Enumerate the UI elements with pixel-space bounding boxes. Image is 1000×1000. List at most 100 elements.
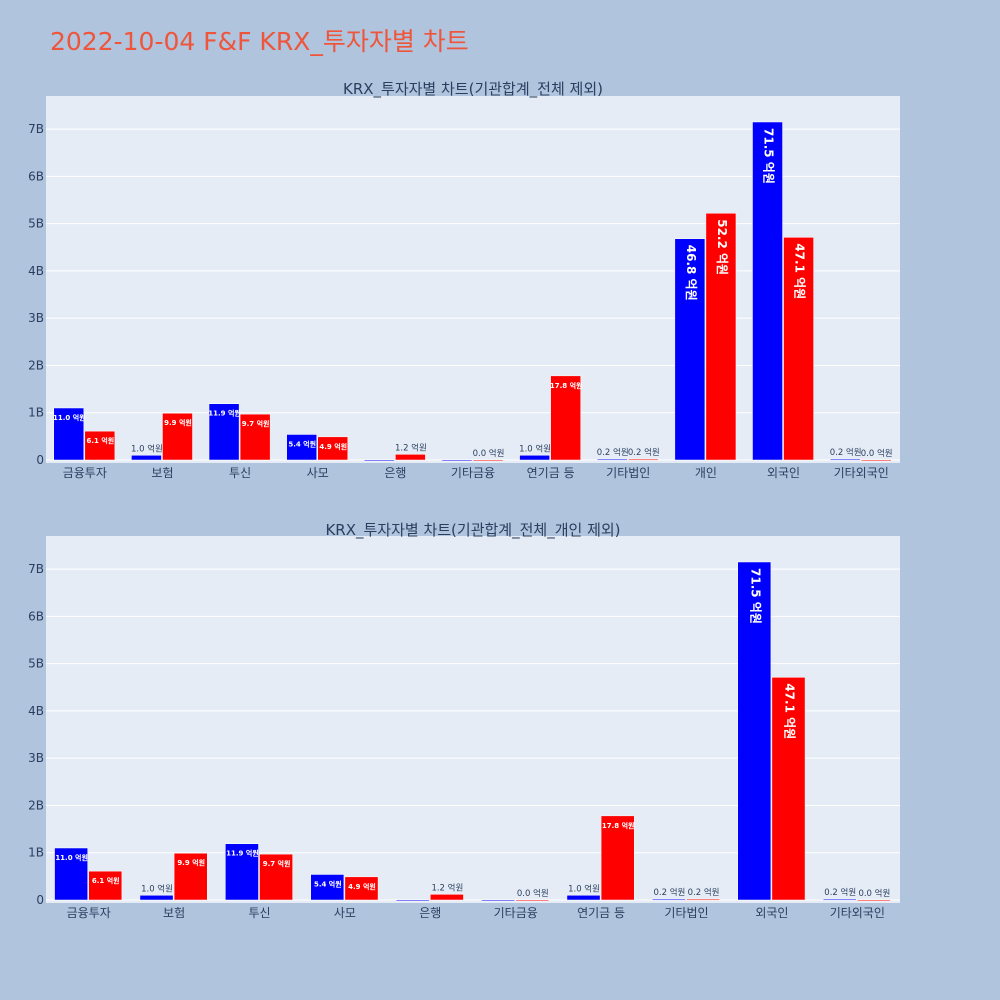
y-tick-label: 7B	[28, 562, 44, 576]
x-tick-label: 기타외국인	[834, 466, 889, 480]
bar	[139, 895, 174, 901]
bar	[317, 436, 349, 461]
bar-label: 1.0 억원	[141, 883, 173, 894]
bar-label: 1.0 억원	[568, 883, 600, 894]
bar-label: 0.2 억원	[628, 447, 660, 458]
y-tick-label: 4B	[28, 704, 44, 718]
x-tick-label: 기타법인	[606, 466, 650, 480]
y-tick-label: 6B	[28, 169, 44, 183]
y-tick-label: 1B	[28, 846, 44, 860]
bar	[364, 459, 395, 462]
bar-label: 9.9 억원	[177, 858, 205, 867]
x-tick-label: 기타법인	[664, 906, 708, 920]
chart-1: 0 1B 2B 3B 4B 5B 6B 7B KRX_투자자별 차트(기관합계_전체 제외) 금융…	[28, 80, 900, 480]
x-tick-label: 기타금융	[494, 906, 538, 920]
y-tick-label: 7B	[28, 122, 44, 136]
bar-label: 4.9 억원	[319, 442, 347, 451]
bar-label: 9.7 억원	[242, 419, 270, 428]
bar	[829, 458, 861, 461]
bar	[705, 212, 737, 461]
bar	[53, 407, 85, 461]
bar-label: 0.2 억원	[597, 447, 629, 458]
y-tick-label: 5B	[28, 657, 44, 671]
bar-label: 52.2 억원	[715, 219, 729, 275]
bar	[600, 815, 635, 901]
bar	[771, 677, 806, 901]
chart-title: KRX_투자자별 차트(기관합계_전체_개인 제외)	[325, 521, 620, 540]
bar-label: 11.0 억원	[55, 853, 88, 862]
bar-label: 5.4 억원	[288, 439, 316, 448]
bar	[628, 458, 659, 461]
bar	[84, 430, 116, 461]
bar	[596, 458, 628, 461]
x-tick-label: 투신	[229, 466, 251, 480]
x-tick-label: 연기금 등	[527, 466, 575, 480]
bar	[860, 459, 892, 462]
bar-label: 9.9 억원	[164, 418, 192, 427]
bar	[519, 455, 550, 461]
bar-label: 6.1 억원	[86, 436, 114, 445]
bar	[550, 375, 581, 461]
bar	[441, 459, 473, 462]
x-tick-label: 보험	[151, 466, 173, 480]
bar	[481, 899, 515, 902]
y-tick-label: 3B	[28, 751, 44, 765]
bar-label: 46.8 억원	[684, 245, 698, 301]
y-tick-label: 2B	[28, 358, 44, 372]
bar-label: 11.0 억원	[53, 413, 86, 422]
bar-label: 47.1 억원	[782, 683, 796, 739]
bar	[737, 561, 772, 901]
bar-label: 0.2 억원	[653, 887, 685, 898]
bar	[857, 899, 891, 902]
bar-label: 4.9 억원	[348, 882, 376, 891]
bar-label: 1.0 억원	[519, 443, 551, 454]
x-tick-label: 기타금융	[451, 466, 495, 480]
bar-label: 17.8 억원	[550, 381, 583, 390]
bar	[566, 895, 601, 901]
bar-label: 47.1 억원	[793, 243, 807, 299]
x-tick-label: 연기금 등	[577, 906, 625, 920]
x-tick-label: 사모	[334, 906, 356, 920]
bar-label: 0.2 억원	[824, 887, 856, 898]
chart-title: KRX_투자자별 차트(기관합계_전체 제외)	[343, 80, 603, 99]
x-tick-label: 투신	[248, 906, 270, 920]
bar	[259, 853, 293, 901]
x-tick-label: 외국인	[755, 906, 788, 920]
bar	[686, 898, 720, 901]
x-tick-label: 외국인	[767, 466, 800, 480]
x-tick-label: 기타외국인	[830, 906, 885, 920]
bar	[173, 852, 208, 901]
x-tick-label: 사모	[307, 466, 329, 480]
bar	[239, 413, 271, 461]
bar	[310, 874, 345, 901]
bar	[88, 870, 123, 901]
bar-label: 17.8 억원	[602, 821, 635, 830]
bar	[286, 434, 317, 461]
bar-label: 0.0 억원	[861, 448, 893, 459]
bar	[54, 847, 88, 901]
bar-label: 11.9 억원	[226, 849, 259, 858]
bar	[752, 121, 783, 461]
bar	[430, 894, 464, 901]
bar-label: 71.5 억원	[748, 568, 762, 624]
x-tick-label: 은행	[419, 905, 441, 920]
x-tick-label: 금융투자	[67, 906, 111, 920]
bar	[652, 898, 686, 901]
bar	[472, 459, 504, 462]
bar-label: 6.1 억원	[92, 876, 120, 885]
bar	[395, 454, 426, 461]
bar	[225, 843, 259, 901]
bar-label: 11.9 억원	[208, 409, 241, 418]
y-tick-label: 1B	[28, 406, 44, 420]
y-tick-label: 6B	[28, 609, 44, 623]
bar	[208, 403, 240, 461]
bar	[674, 238, 706, 461]
page-title: 2022-10-04 F&F KRX_투자자별 차트	[50, 27, 469, 56]
bar-label: 0.0 억원	[517, 888, 549, 899]
bar-label: 1.0 억원	[131, 443, 163, 454]
bar-label: 0.0 억원	[858, 888, 890, 899]
bar-label: 1.2 억원	[395, 442, 427, 453]
bar-label: 9.7 억원	[263, 859, 291, 868]
bar	[131, 455, 162, 461]
